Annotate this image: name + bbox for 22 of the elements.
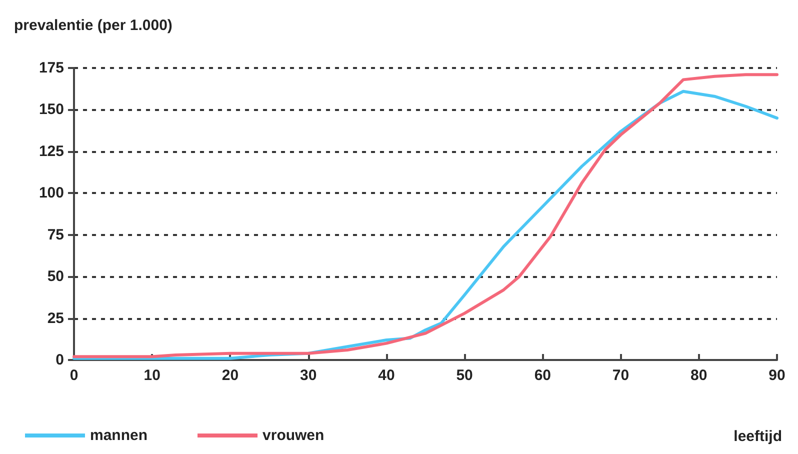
y-tick-label: 75 [47, 226, 64, 244]
x-tick-label: 60 [534, 367, 552, 384]
x-tick-label: 0 [70, 367, 78, 384]
y-tick-label: 125 [38, 142, 64, 160]
y-tick-label: 0 [56, 352, 64, 368]
y-tick-label: 150 [38, 101, 64, 118]
x-tick-label: 70 [612, 367, 630, 384]
x-tick-label: 50 [456, 367, 473, 384]
y-tick-label: 100 [38, 184, 64, 202]
legend-label: mannen [90, 427, 148, 444]
y-tick-label: 50 [47, 268, 64, 286]
x-tick-label: 90 [768, 367, 786, 384]
x-tick-label: 40 [378, 367, 395, 384]
x-axis-title: leeftijd [734, 428, 782, 445]
x-tick-label: 30 [300, 367, 317, 384]
x-tick-label: 80 [690, 367, 708, 384]
y-tick-label: 25 [47, 310, 64, 327]
legend-label: vrouwen [262, 427, 324, 444]
x-tick-label: 10 [144, 367, 160, 384]
x-tick-label: 20 [222, 367, 239, 384]
y-axis-title: prevalentie (per 1.000) [14, 17, 172, 34]
y-tick-label: 175 [38, 60, 64, 76]
